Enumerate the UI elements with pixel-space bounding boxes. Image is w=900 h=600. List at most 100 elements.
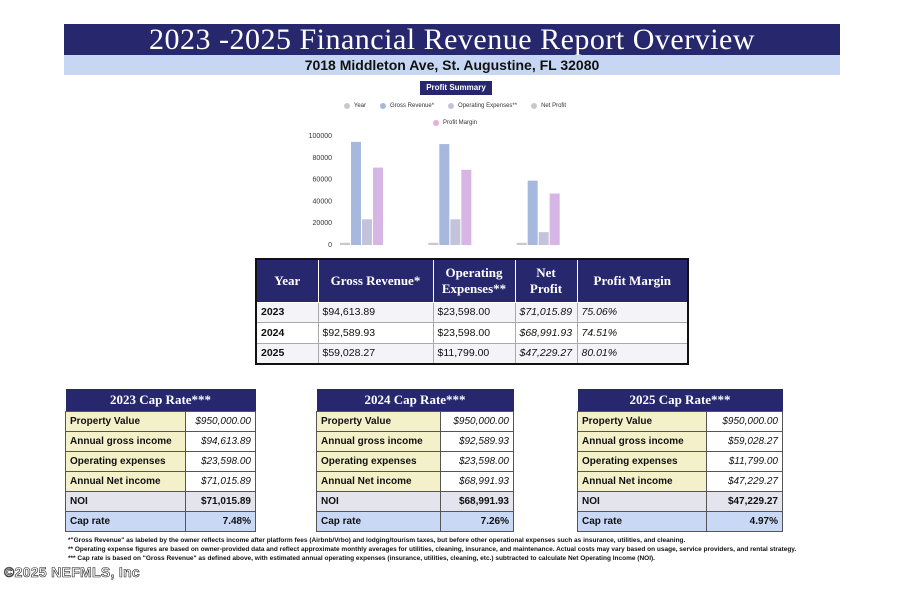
y-tick-label: 0: [328, 242, 332, 249]
net-profit-cell: $71,015.89: [514, 301, 578, 324]
legend-item: Gross Revenue*: [380, 103, 434, 109]
bar-net-profit-2023: [373, 167, 383, 245]
table-row: Operating expenses $11,799.00: [576, 450, 783, 472]
row-value: $71,015.89: [184, 470, 257, 492]
row-label: Cap rate: [65, 510, 186, 533]
cap-table-title: 2024 Cap Rate***: [316, 389, 514, 411]
row-label: Property Value: [576, 410, 708, 432]
y-tick-label: 100000: [309, 133, 332, 140]
y-tick-label: 60000: [313, 177, 333, 184]
table-row: Annual Net income $71,015.89: [65, 470, 257, 492]
footnote-gross-revenue: *"Gross Revenue" as labeled by the owner…: [68, 537, 686, 544]
chart-legend: Year Gross Revenue* Operating Expenses** Ne…: [300, 103, 610, 109]
chart-plot-area: 100000 80000 60000 40000 20000 0: [309, 133, 560, 249]
property-address: 7018 Middleton Ave, St. Augustine, FL 32…: [64, 55, 840, 75]
net-profit-cell: $68,991.93: [514, 322, 578, 344]
legend-label: Net Profit: [541, 103, 567, 109]
bar-operating-expenses-2023: [362, 219, 372, 245]
row-label: NOI: [576, 490, 708, 512]
bar-gross-revenue-2024: [439, 144, 450, 245]
legend-swatch: [343, 103, 350, 109]
bar-year-2024: [428, 242, 439, 245]
year-cell: 2025: [255, 342, 319, 365]
y-tick-label: 40000: [313, 198, 333, 205]
legend-item: Profit Margin: [432, 120, 477, 126]
row-value: $94,613.89: [184, 430, 257, 452]
row-value: 7.26%: [440, 510, 514, 533]
operating-expenses-cell: $23,598.00: [432, 301, 516, 324]
legend-label: Operating Expenses**: [458, 103, 518, 109]
cap-rate-table-2024: 2024 Cap Rate*** Property Value $950,000.…: [315, 389, 514, 533]
row-label: NOI: [315, 490, 442, 512]
profit-margin-cell: 74.51%: [576, 322, 689, 344]
table-row: Annual gross income $92,589.93: [315, 430, 514, 452]
bar-year-2023: [340, 242, 350, 245]
footnote-operating-expenses: ** Operating expense figures are based o…: [68, 546, 797, 553]
row-label: Operating expenses: [576, 450, 708, 472]
row-value: $47,229.27: [706, 470, 783, 492]
row-label: Operating expenses: [315, 450, 442, 472]
row-value: $59,028.27: [706, 430, 783, 452]
bar-operating-expenses-2025: [538, 232, 549, 245]
row-value: 7.48%: [184, 510, 257, 533]
gross-revenue-cell: $59,028.27: [317, 342, 434, 365]
row-value: $23,598.00: [440, 450, 514, 472]
cap-table-title: 2023 Cap Rate***: [65, 389, 256, 411]
table-row: Property Value $950,000.00: [315, 410, 514, 432]
legend-swatch: [380, 103, 387, 109]
table-row: Annual Net income $47,229.27: [576, 470, 783, 492]
year-cell: 2023: [255, 301, 319, 324]
row-value: $950,000.00: [184, 410, 257, 432]
gross-revenue-cell: $92,589.93: [317, 322, 434, 344]
bar-year-2025: [516, 242, 527, 245]
noi-row: NOI $47,229.27: [576, 490, 783, 512]
row-value: $92,589.93: [440, 430, 514, 452]
cap-rate-row: Cap rate 4.97%: [576, 510, 783, 533]
profit-summary-table: Year Gross Revenue* Operating Expenses**…: [255, 258, 689, 365]
table-row: 2025 $59,028.27 $11,799.00 $47,229.27 80…: [255, 342, 689, 365]
year-cell: 2024: [255, 322, 319, 344]
row-value: $950,000.00: [440, 410, 514, 432]
bar-gross-revenue-2025: [527, 180, 538, 245]
table-row: Annual gross income $59,028.27: [576, 430, 783, 452]
table-row: Operating expenses $23,598.00: [315, 450, 514, 472]
header-gross-revenue: Gross Revenue*: [317, 258, 434, 303]
y-tick-label: 20000: [313, 220, 333, 227]
noi-row: NOI $71,015.89: [65, 490, 257, 512]
operating-expenses-cell: $11,799.00: [432, 342, 516, 365]
table-row: Property Value $950,000.00: [65, 410, 257, 432]
profit-margin-cell: 75.06%: [576, 301, 689, 324]
cap-rate-row: Cap rate 7.48%: [65, 510, 257, 533]
row-label: Operating expenses: [65, 450, 186, 472]
cap-table-title: 2025 Cap Rate***: [577, 389, 783, 411]
legend-swatch: [432, 120, 439, 126]
table-row: 2024 $92,589.93 $23,598.00 $68,991.93 74…: [255, 322, 689, 344]
cap-rate-table-2025: 2025 Cap Rate*** Property Value $950,000.…: [576, 389, 783, 533]
header-net-profit: Net Profit: [514, 258, 578, 303]
row-value: $23,598.00: [184, 450, 257, 472]
footnotes: *"Gross Revenue" as labeled by the owner…: [68, 536, 838, 563]
row-value: $68,991.93: [440, 470, 514, 492]
bar-net-profit-2025: [549, 193, 560, 245]
net-profit-cell: $47,229.27: [514, 342, 578, 365]
header-year: Year: [255, 258, 319, 303]
table-row: Operating expenses $23,598.00: [65, 450, 257, 472]
row-value: $11,799.00: [706, 450, 783, 472]
row-label: Cap rate: [576, 510, 708, 533]
operating-expenses-cell: $23,598.00: [432, 322, 516, 344]
table-row: Annual gross income $94,613.89: [65, 430, 257, 452]
legend-label: Gross Revenue*: [390, 103, 435, 109]
profit-margin-cell: 80.01%: [576, 342, 689, 365]
bar-net-profit-2024: [461, 169, 472, 245]
legend-label: Year: [353, 103, 367, 109]
cap-rate-table-2023: 2023 Cap Rate*** Property Value $950,000.…: [65, 389, 257, 533]
legend-item: Operating Expenses**: [448, 103, 517, 109]
bar-operating-expenses-2024: [450, 219, 461, 245]
row-label: Property Value: [315, 410, 442, 432]
row-label: NOI: [65, 490, 186, 512]
row-value: 4.97%: [706, 510, 783, 533]
chart-legend-row-2: Profit Margin: [300, 120, 610, 126]
cap-rate-row: Cap rate 7.26%: [315, 510, 514, 533]
row-value: $71,015.89: [184, 490, 257, 512]
summary-header-row: Year Gross Revenue* Operating Expenses**…: [255, 258, 689, 303]
